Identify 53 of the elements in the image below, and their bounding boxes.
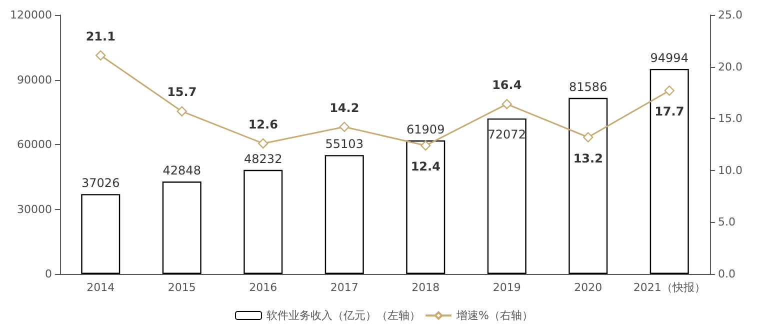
- data-label: 72072: [488, 127, 526, 142]
- point: [96, 50, 106, 61]
- y-tick-label: 0: [45, 268, 52, 280]
- x-tick-label: 2021（快报）: [633, 281, 706, 294]
- y2-tick-label: 10.0: [718, 164, 742, 177]
- bar: [162, 182, 202, 274]
- data-label: 17.7: [654, 104, 684, 119]
- data-label: 61909: [406, 122, 445, 136]
- x-tick-label: 2020: [574, 281, 602, 294]
- y2-tick-label: 5.0: [718, 216, 736, 229]
- y2-tick-label: 15.0: [718, 112, 742, 126]
- y2-tick-label: 0.0: [718, 268, 736, 280]
- y-tick-label: 60000: [17, 138, 52, 151]
- data-label: 55103: [325, 137, 364, 152]
- point: [583, 132, 594, 142]
- bar: [487, 118, 526, 274]
- point: [339, 122, 350, 132]
- bar: [81, 194, 120, 274]
- data-label: 48232: [244, 152, 282, 166]
- point: [664, 86, 674, 96]
- y-tick-label: 90000: [17, 73, 52, 86]
- x-tick-label: 2014: [86, 281, 115, 294]
- point: [258, 138, 268, 149]
- bar: [406, 140, 446, 274]
- data-label: 16.4: [492, 78, 522, 92]
- x-tick-label: 2017: [330, 281, 358, 294]
- x-tick-label: 2019: [492, 281, 521, 294]
- x-tick-label: 2016: [249, 281, 278, 294]
- point: [502, 98, 512, 110]
- data-label: 14.2: [330, 100, 360, 115]
- legend-label: 软件业务收入（亿元）（左轴）: [266, 309, 421, 322]
- legend-label: 增速%（右轴）: [456, 309, 533, 322]
- y2-tick-label: 20.0: [718, 60, 742, 74]
- data-label: 94994: [650, 50, 688, 65]
- bar: [650, 68, 689, 274]
- x-tick-label: 2015: [168, 281, 196, 294]
- data-label: 13.2: [573, 151, 603, 166]
- bar: [244, 170, 283, 274]
- data-label: 21.1: [86, 29, 116, 44]
- data-label: 12.4: [410, 160, 440, 174]
- data-label: 42848: [162, 164, 201, 178]
- point: [420, 140, 431, 151]
- y-tick-label: 30000: [17, 202, 52, 216]
- y2-tick-label: 25.0: [718, 8, 742, 22]
- data-label: 12.6: [248, 117, 278, 132]
- data-label: 15.7: [167, 85, 197, 100]
- point: [176, 106, 187, 116]
- bar: [324, 155, 364, 274]
- data-label: 81586: [569, 80, 608, 94]
- y-tick-label: 120000: [10, 8, 52, 22]
- bar: [568, 98, 608, 274]
- x-tick-label: 2018: [412, 281, 440, 294]
- data-label: 37026: [82, 176, 120, 190]
